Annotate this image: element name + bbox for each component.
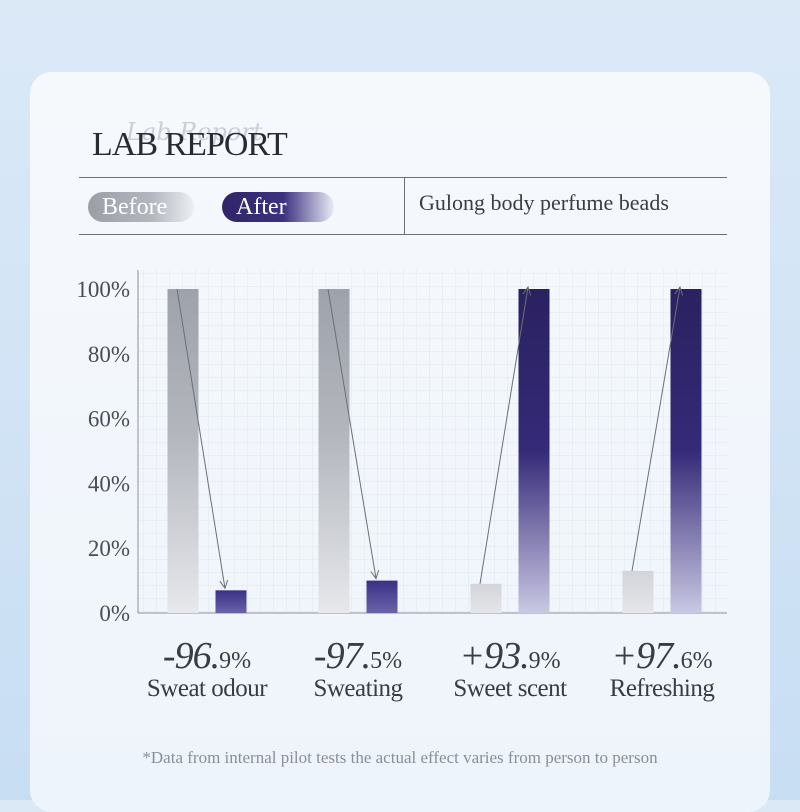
category-label: Sweet scent [453, 675, 567, 702]
change-value-decimal: 9% [528, 648, 561, 674]
footnote: *Data from internal pilot tests the actu… [142, 748, 658, 767]
change-value: -96.9% [132, 634, 282, 678]
legend-before: Before [88, 192, 194, 222]
change-value-main: +93. [459, 635, 529, 677]
bar-after [215, 590, 247, 613]
title-script: Lab Report [126, 118, 263, 146]
change-value: -97.5% [283, 634, 433, 678]
y-tick-label: 80% [88, 342, 130, 367]
change-value: +93.9% [435, 634, 585, 678]
change-value-main: -97. [313, 635, 371, 677]
bar-after [366, 580, 398, 613]
bar-before [318, 289, 350, 613]
bar-before [167, 289, 199, 613]
product-name: Gulong body perfume beads [419, 190, 669, 215]
legend-bar: Before After Gulong body perfume beads [79, 177, 727, 235]
change-value-decimal: 9% [219, 648, 252, 674]
change-value-main: +97. [611, 635, 681, 677]
grid-background [138, 270, 727, 613]
bar-after [670, 289, 702, 613]
category-label: Sweating [313, 675, 403, 702]
change-value-decimal: 6% [680, 648, 713, 674]
page-title: LAB REPORT [92, 126, 288, 163]
legend-divider [404, 178, 405, 234]
change-value-decimal: 5% [370, 648, 403, 674]
change-value-main: -96. [162, 635, 220, 677]
y-tick-label: 60% [88, 407, 130, 432]
y-tick-label: 40% [88, 471, 130, 496]
y-tick-label: 20% [88, 536, 130, 561]
bar-before [470, 583, 502, 613]
bar-after [518, 289, 550, 613]
change-arrow [327, 288, 376, 579]
legend-after: After [222, 192, 334, 222]
bar-before [622, 570, 654, 613]
y-tick-label: 0% [99, 601, 130, 626]
change-arrow [176, 288, 225, 588]
y-tick-label: 100% [76, 277, 130, 302]
change-arrow [479, 287, 528, 584]
category-label: Sweat odour [146, 675, 268, 702]
change-arrow [631, 287, 680, 571]
category-label: Refreshing [609, 675, 715, 702]
change-value: +97.6% [587, 634, 737, 678]
